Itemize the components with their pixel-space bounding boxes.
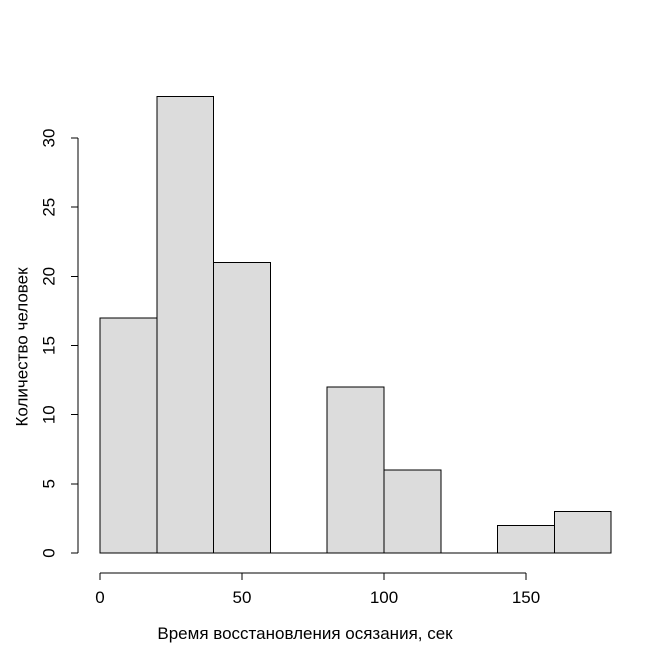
x-tick-label-150: 150 (512, 588, 540, 607)
y-tick-label-15: 15 (40, 336, 59, 355)
y-axis: 0 5 10 15 20 25 30 (39, 129, 79, 558)
x-axis: 0 50 100 150 (95, 572, 540, 607)
y-tick-label-0: 0 (40, 548, 59, 557)
histogram-bar-0-20 (99, 317, 158, 554)
y-tick-label-10: 10 (39, 405, 58, 424)
bars-group (99, 96, 612, 554)
x-tick-label-100: 100 (370, 588, 398, 607)
y-axis-label: Количество человек (13, 267, 32, 427)
histogram-bar-40-60 (213, 262, 271, 554)
x-axis-label: Время восстановления осязания, сек (157, 624, 453, 643)
histogram-bar-80-100 (326, 386, 385, 554)
histogram-bar-160-180 (553, 511, 612, 554)
y-tick-label-20: 20 (40, 267, 59, 286)
histogram-bar-140-160 (497, 524, 555, 554)
histogram-bar-20-40 (156, 96, 215, 554)
x-tick-label-0: 0 (95, 588, 104, 607)
y-tick-label-5: 5 (40, 479, 59, 488)
y-tick-label-30: 30 (40, 129, 59, 148)
x-tick-label-50: 50 (233, 588, 252, 607)
histogram-bar-100-120 (383, 469, 442, 554)
y-tick-label-25: 25 (39, 198, 58, 217)
